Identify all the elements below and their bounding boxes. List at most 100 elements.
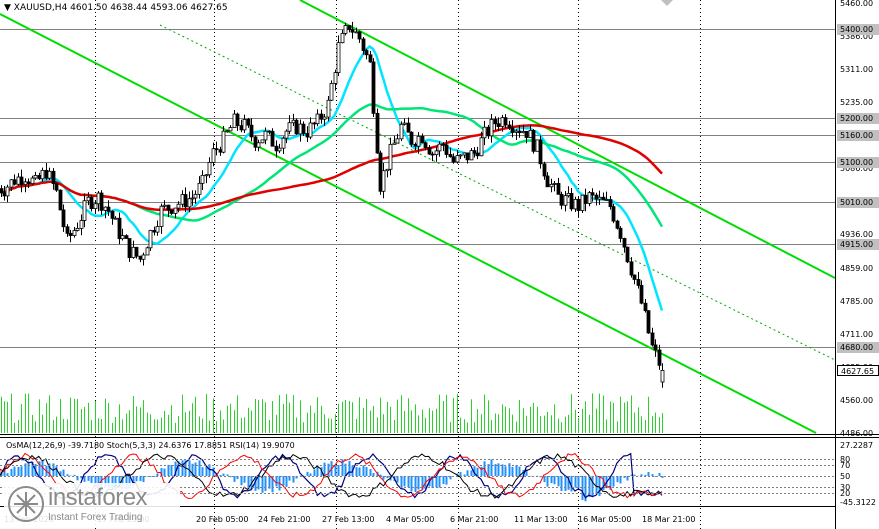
candle-body xyxy=(277,147,282,152)
ma-fast-line xyxy=(0,44,664,311)
candle-body xyxy=(232,113,237,128)
candle-body xyxy=(336,42,341,74)
candle-body xyxy=(406,122,411,133)
candle-body xyxy=(37,175,42,180)
candle-body xyxy=(475,152,480,157)
candle-body xyxy=(93,203,98,209)
candle-body xyxy=(79,220,84,229)
candle-body xyxy=(657,349,662,366)
level-price-tag: 5200.00 xyxy=(837,113,879,124)
candle-body xyxy=(521,130,526,134)
candle-body xyxy=(392,142,397,145)
candle-body xyxy=(145,247,150,256)
candle-body xyxy=(159,205,164,227)
candle-body xyxy=(364,50,369,56)
brand-name: instaforex xyxy=(48,484,148,511)
level-price-tag: 4680.00 xyxy=(837,342,879,353)
candle-body xyxy=(256,142,261,148)
osc-level-label: 70 xyxy=(840,461,851,470)
candle-body xyxy=(559,193,564,206)
candle-body xyxy=(326,99,331,118)
candle-body xyxy=(183,194,188,208)
candle-body xyxy=(19,176,24,185)
candle-body xyxy=(496,123,501,127)
candle-body xyxy=(625,246,630,263)
candle-body xyxy=(176,203,181,209)
price-tick-label: 4560.00 xyxy=(840,396,874,405)
candle-body xyxy=(563,195,568,206)
candle-body xyxy=(549,183,554,188)
price-tick-label: 5460.00 xyxy=(840,0,874,8)
candle-body xyxy=(542,163,547,177)
candle-body xyxy=(315,113,320,125)
candle-body xyxy=(200,174,205,184)
candle-body xyxy=(294,119,299,135)
candle-body xyxy=(169,209,174,214)
candle-body xyxy=(399,123,404,140)
candle-body xyxy=(639,285,644,304)
candle-body xyxy=(423,142,428,149)
candle-body xyxy=(646,310,651,334)
candle-body xyxy=(528,130,533,138)
candle-body xyxy=(618,227,623,239)
osma-max-label: 27.2287 xyxy=(840,441,874,450)
candle-body xyxy=(134,246,139,257)
candle-body xyxy=(207,162,212,176)
candle-body xyxy=(531,130,536,152)
candle-body xyxy=(68,232,73,236)
candle-body xyxy=(155,226,160,233)
candle-body xyxy=(597,196,602,200)
candle-body xyxy=(214,148,219,151)
scroll-marker-icon[interactable] xyxy=(661,0,673,6)
osc-level-label: 20 xyxy=(840,489,851,498)
candle-body xyxy=(583,194,588,204)
level-price-tag: 5400.00 xyxy=(837,24,879,35)
candle-body xyxy=(117,217,122,240)
candle-body xyxy=(120,235,125,240)
candle-body xyxy=(242,119,247,131)
candle-body xyxy=(458,154,463,157)
candle-body xyxy=(190,197,195,200)
candle-body xyxy=(350,29,355,33)
candle-body xyxy=(287,122,292,132)
candle-body xyxy=(82,200,87,221)
time-tick-label: 18 Mar 21:00 xyxy=(642,515,696,524)
candle-body xyxy=(291,119,296,124)
candle-body xyxy=(166,204,171,211)
candle-body xyxy=(573,198,578,210)
osc-level-label: 30 xyxy=(840,483,851,492)
candle-body xyxy=(51,170,56,185)
candle-body xyxy=(281,137,286,149)
candle-body xyxy=(636,279,641,286)
candle-body xyxy=(54,183,59,191)
candle-body xyxy=(347,25,352,30)
candle-body xyxy=(308,122,313,138)
candle-body xyxy=(552,183,557,185)
candle-body xyxy=(30,177,35,185)
candle-body xyxy=(514,130,519,133)
candle-body xyxy=(12,179,17,185)
indicator-title: OsMA(12,26,9) -39.7180 Stoch(5,3,3) 24.6… xyxy=(6,440,295,451)
candle-body xyxy=(660,370,665,383)
candle-body xyxy=(500,117,505,127)
candle-body xyxy=(566,192,571,197)
candle-body xyxy=(650,332,655,346)
candle-body xyxy=(319,113,324,120)
candle-body xyxy=(148,229,153,249)
time-tick-label: 20 Feb 05:00 xyxy=(196,515,249,524)
candle-body xyxy=(197,182,202,195)
candle-body xyxy=(221,130,226,153)
candle-body xyxy=(235,113,240,127)
candle-body xyxy=(448,154,453,158)
candle-body xyxy=(152,229,157,233)
osma-min-label: -45.3122 xyxy=(840,498,876,507)
candle-body xyxy=(465,152,470,161)
rsi-readout: RSI(14) 19.9070 xyxy=(229,441,295,450)
collapse-arrow-icon[interactable]: ▼ xyxy=(4,3,11,13)
trend-channel xyxy=(0,0,836,434)
candle-body xyxy=(124,235,129,239)
candle-body xyxy=(333,72,338,84)
candle-body xyxy=(270,130,275,147)
candle-body xyxy=(416,135,421,147)
